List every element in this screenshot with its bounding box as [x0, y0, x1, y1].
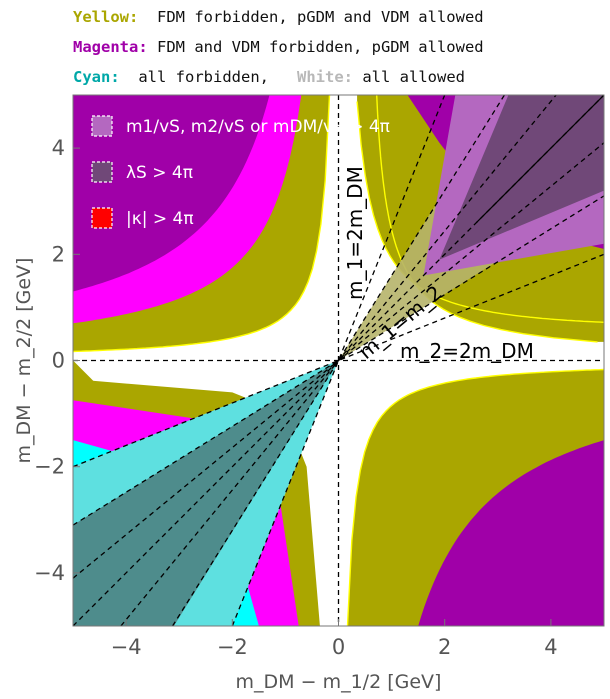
x-tick-label: 2 — [438, 635, 451, 659]
key-swatch-0 — [91, 115, 113, 137]
boundary-lower-right — [346, 368, 604, 626]
legend-magenta-text: FDM and VDM forbidden, pGDM allowed — [157, 38, 484, 56]
boundary-upper-left — [73, 95, 331, 353]
x-tick-label: 0 — [332, 635, 345, 659]
y-axis-title: m_DM − m_2/2 [GeV] — [13, 258, 35, 464]
legend-yellow-label: Yellow: — [73, 8, 139, 26]
region-yellow-left-edge — [73, 360, 95, 382]
legend-yellow: Yellow: FDM forbidden, pGDM and VDM allo… — [73, 8, 484, 26]
key-label-1: λS > 4π — [126, 163, 193, 183]
legend-white-label: White: — [297, 68, 353, 86]
annotation-m2-2mdm: m_2=2m_DM — [400, 339, 534, 363]
y-tick-label: 2 — [52, 242, 65, 266]
key-swatch-2 — [91, 207, 113, 229]
x-tick-label: −4 — [111, 635, 142, 659]
legend-cyan-text: all forbidden, — [138, 68, 269, 86]
x-axis-title: m_DM − m_1/2 [GeV] — [236, 671, 442, 693]
annotation-m1-2mdm: m_1=2m_DM — [343, 166, 367, 300]
diagonal-solid — [476, 95, 604, 223]
y-tick-label: −4 — [34, 561, 65, 585]
key-label-2: |κ| > 4π — [126, 209, 194, 229]
legend-white-text: all allowed — [362, 68, 465, 86]
legend-cyan-label: Cyan: — [73, 68, 120, 86]
y-tick-label: 0 — [52, 349, 65, 373]
legend-cyan-white: Cyan: all forbidden, White: all allowed — [73, 68, 465, 86]
y-tick-label: 4 — [52, 136, 65, 160]
legend-magenta: Magenta: FDM and VDM forbidden, pGDM all… — [73, 38, 484, 56]
plot-area — [73, 95, 604, 626]
region-magenta-lower-right — [418, 440, 604, 626]
region-magenta-upper-left — [73, 95, 270, 292]
key-label-0: m1/vS, m2/vS or mDM/vS > 4π — [126, 117, 390, 137]
x-tick-label: −2 — [217, 635, 248, 659]
x-tick-label: 4 — [544, 635, 557, 659]
legend-yellow-text: FDM forbidden, pGDM and VDM allowed — [157, 8, 484, 26]
legend-magenta-label: Magenta: — [73, 38, 148, 56]
key-swatch-1 — [91, 161, 113, 183]
y-tick-label: −2 — [34, 455, 65, 479]
